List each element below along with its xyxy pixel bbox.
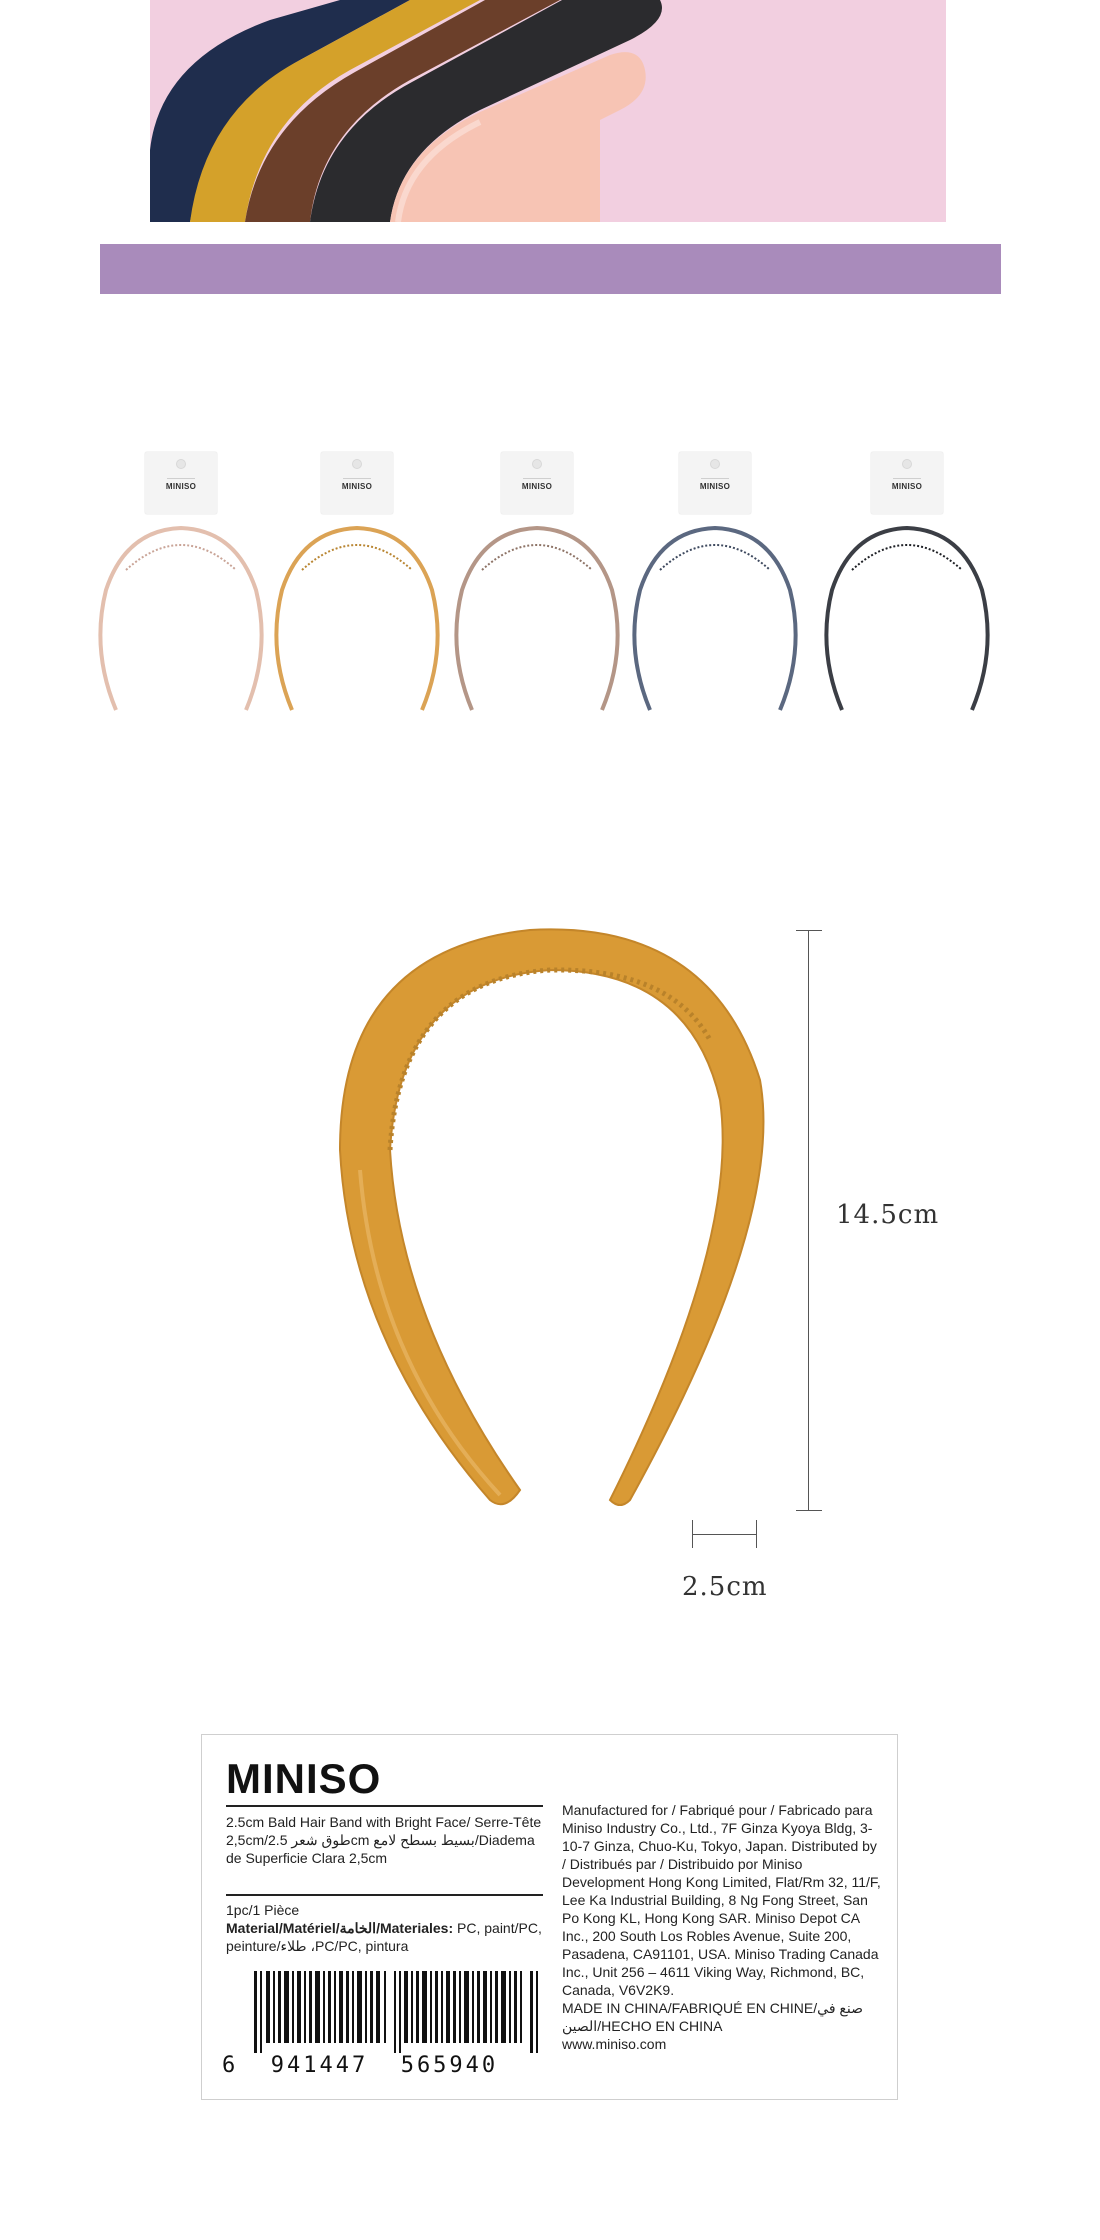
variant-mustard: MINISO (272, 452, 442, 722)
stacked-headbands-illustration (150, 0, 946, 222)
variant-card: MINISO (321, 452, 393, 514)
width-label: 2.5cm (682, 1572, 768, 1602)
country-of-origin: MADE IN CHINA/FABRIQUÉ EN CHINE/صنع في ا… (562, 2000, 863, 2034)
hang-hole (532, 459, 542, 469)
card-brand: MINISO (165, 482, 197, 491)
headband-icon (98, 525, 264, 711)
variant-navy: MINISO (630, 452, 800, 722)
material-info: Material/Matériel/الخامة/Materiales: PC,… (226, 1919, 546, 1955)
card-brand: MINISO (341, 482, 373, 491)
variant-brown: MINISO (452, 452, 622, 722)
manufacturer-text: Manufactured for / Fabriqué pour / Fabri… (562, 1802, 881, 1998)
material-heading: Material/Matériel/الخامة/Materiales: (226, 1920, 454, 1936)
width-dimension-cap (692, 1520, 693, 1548)
variant-card: MINISO (679, 452, 751, 514)
product-label: MINISO 2.5cm Bald Hair Band with Bright … (201, 1734, 898, 2100)
height-label: 14.5cm (836, 1200, 940, 1230)
height-dimension-cap (796, 1510, 822, 1511)
divider (226, 1805, 543, 1807)
variant-card: MINISO (871, 452, 943, 514)
product-name: 2.5cm Bald Hair Band with Bright Face/ S… (226, 1814, 542, 1866)
hang-hole (902, 459, 912, 469)
headband-icon (454, 525, 620, 711)
hang-hole (710, 459, 720, 469)
barcode-number: 6 941447 565940 (222, 2053, 499, 2078)
barcode-icon (254, 1971, 538, 2053)
card-brand: MINISO (521, 482, 553, 491)
card-brand: MINISO (891, 482, 923, 491)
headband-icon (632, 525, 798, 711)
headband-main-illustration (338, 928, 765, 1506)
manufacturer-info: Manufactured for / Fabriqué pour / Fabri… (562, 1801, 884, 2053)
height-dimension-line (808, 930, 809, 1510)
brand-logo: MINISO (226, 1755, 382, 1802)
hang-hole (176, 459, 186, 469)
variant-black: MINISO (822, 452, 992, 722)
headband-icon (824, 525, 990, 711)
divider (226, 1894, 543, 1896)
variant-pink: MINISO (96, 452, 266, 722)
width-dimension-line (692, 1534, 756, 1535)
hero-product-photo (150, 0, 946, 222)
height-dimension-cap (796, 930, 822, 931)
card-brand: MINISO (699, 482, 731, 491)
variant-card: MINISO (501, 452, 573, 514)
hang-hole (352, 459, 362, 469)
width-dimension-cap (756, 1520, 757, 1548)
material-value: PC, paint/PC, peinture/طلاء ،PC/PC, pint… (226, 1920, 542, 1954)
headband-icon (274, 525, 440, 711)
purple-banner (100, 244, 1001, 294)
variant-card: MINISO (145, 452, 217, 514)
website-link[interactable]: www.miniso.com (562, 2036, 667, 2052)
quantity: 1pc/1 Pièce (226, 1902, 300, 1918)
